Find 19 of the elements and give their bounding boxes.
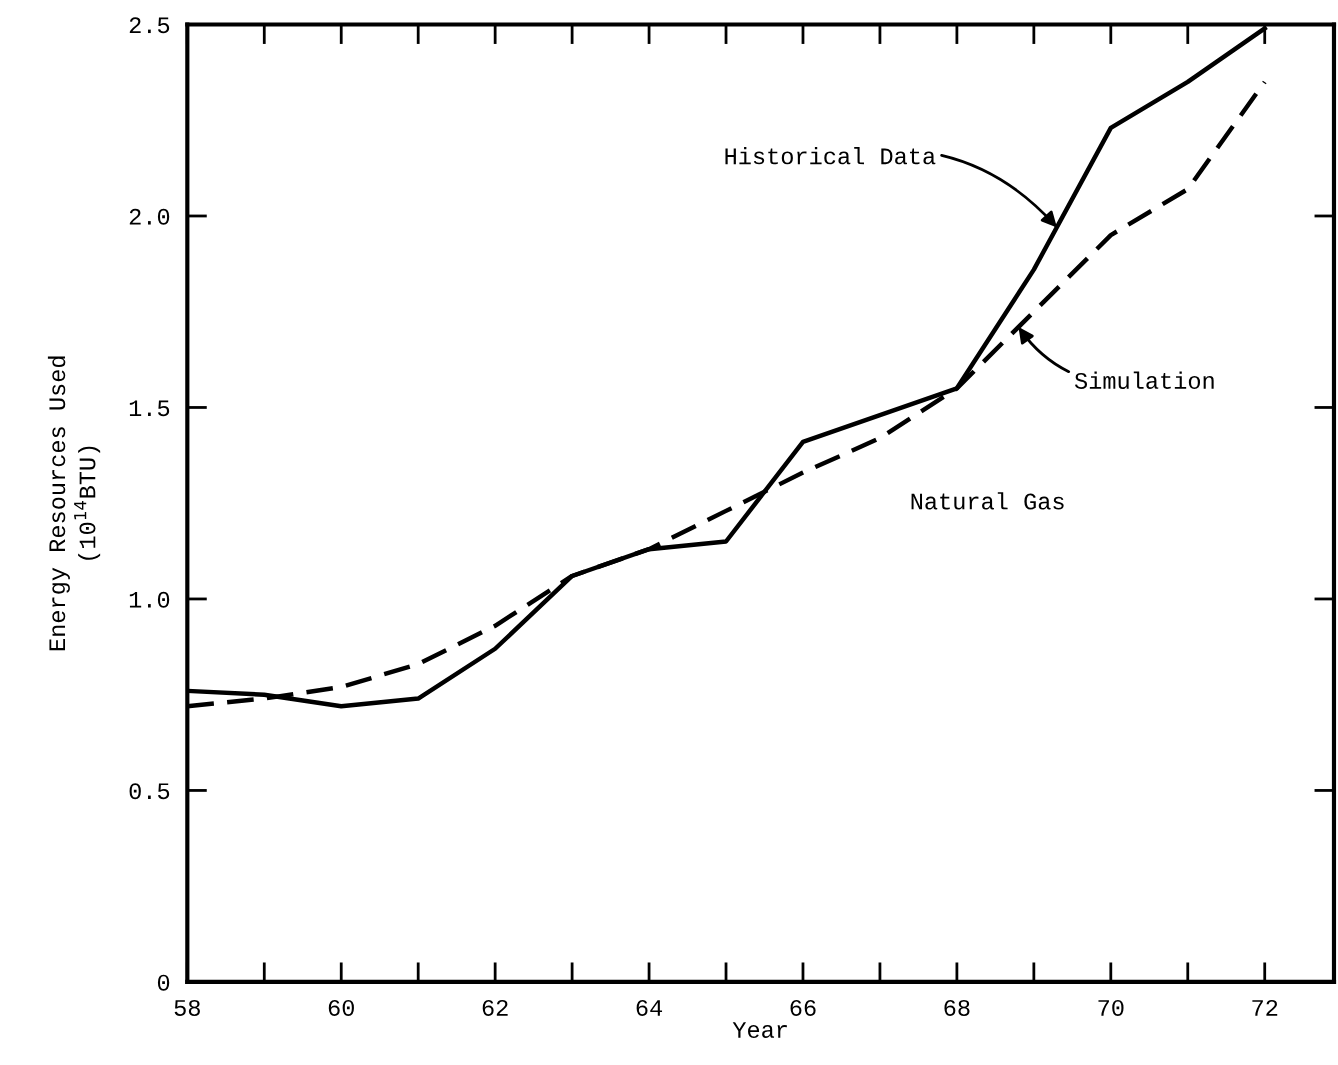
y-tick-label: 0.5 (129, 783, 170, 800)
x-tick-label: 58 (174, 999, 200, 1016)
y-tick-label: 2.5 (129, 17, 170, 34)
x-tick-label: 64 (636, 999, 663, 1016)
y-tick-label: 2.0 (129, 208, 170, 225)
annotation: Simulation (1074, 371, 1214, 389)
x-tick-label: 60 (328, 999, 354, 1016)
x-tick-label: 66 (790, 999, 816, 1016)
annotation: Historical Data (725, 147, 936, 165)
annotation: Natural Gas (911, 492, 1064, 510)
x-tick-label: 68 (944, 999, 970, 1016)
x-tick-label: 62 (482, 999, 508, 1016)
x-tick-label: 70 (1098, 999, 1124, 1016)
x-tick-label: 72 (1252, 999, 1278, 1016)
y-tick-label: 1.0 (129, 591, 170, 608)
y-tick-label: 0 (157, 974, 170, 991)
y-axis-title: Energy Resources Used (10$^{14}$BTU) (47, 356, 101, 651)
x-axis-title: Year (732, 1022, 787, 1038)
y-tick-label: 1.5 (129, 400, 170, 417)
